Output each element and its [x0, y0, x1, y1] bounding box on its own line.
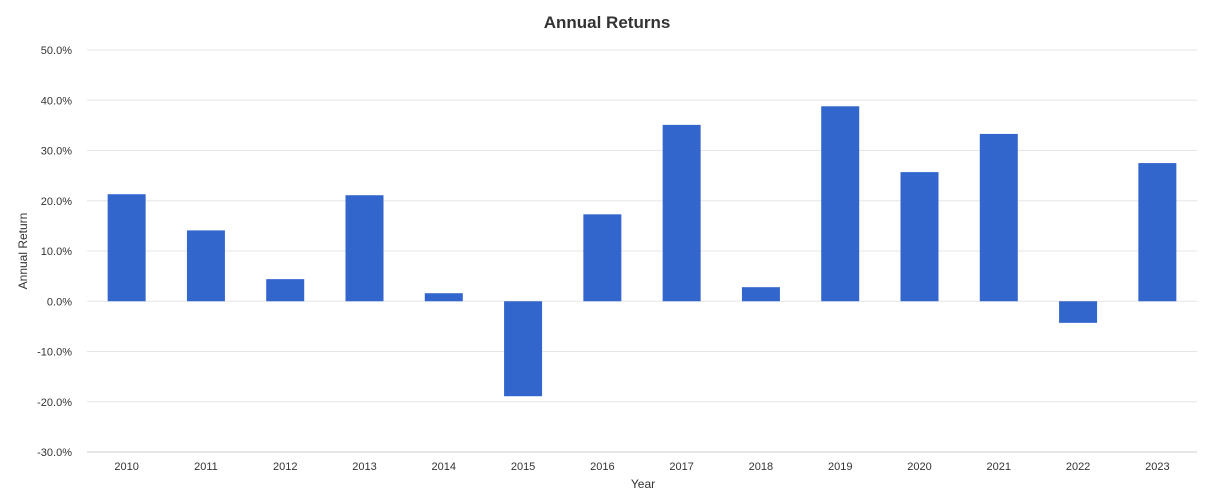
bar-2017[interactable]: [662, 124, 701, 302]
y-tick-label: -10.0%: [37, 347, 72, 359]
bar-2019[interactable]: [821, 106, 860, 302]
y-tick-label: 40.0%: [41, 95, 72, 107]
bar-2015[interactable]: [504, 301, 543, 397]
x-tick-label: 2010: [114, 461, 138, 473]
gridlines: [87, 49, 1197, 453]
bar-2011[interactable]: [186, 230, 225, 302]
x-tick-label: 2019: [828, 461, 852, 473]
bars: [107, 106, 1177, 397]
bar-2020[interactable]: [900, 172, 939, 302]
x-tick-label: 2016: [590, 461, 614, 473]
x-tick-label: 2021: [987, 461, 1011, 473]
y-tick-label: 20.0%: [41, 196, 72, 208]
bar-2023[interactable]: [1138, 163, 1177, 302]
y-tick-label: 0.0%: [47, 296, 72, 308]
bar-2014[interactable]: [424, 293, 463, 302]
bar-2022[interactable]: [1059, 301, 1098, 323]
y-tick-label: -30.0%: [37, 447, 72, 459]
bar-2010[interactable]: [107, 194, 146, 302]
bar-2021[interactable]: [979, 133, 1018, 302]
y-tick-labels: 50.0% 40.0% 30.0% 20.0% 10.0% 0.0% -10.0% -20.0…: [37, 45, 72, 459]
y-axis-title: Annual Return: [16, 213, 30, 290]
x-axis-title: Year: [631, 477, 655, 491]
bar-2018[interactable]: [741, 287, 780, 302]
x-tick-label: 2011: [194, 461, 218, 473]
x-tick-label: 2022: [1066, 461, 1090, 473]
x-tick-label: 2013: [352, 461, 376, 473]
bar-2016[interactable]: [583, 214, 622, 302]
x-tick-label: 2023: [1145, 461, 1169, 473]
bar-2012[interactable]: [266, 279, 305, 302]
bar-2013[interactable]: [345, 195, 384, 302]
x-tick-label: 2018: [749, 461, 773, 473]
x-tick-labels: 2010 2011 2012 2013 2014 2015 2016 2017 2018 2019…: [114, 461, 1169, 473]
y-tick-label: 10.0%: [41, 246, 72, 258]
x-tick-label: 2014: [432, 461, 456, 473]
x-tick-label: 2020: [907, 461, 931, 473]
y-tick-label: 50.0%: [41, 45, 72, 57]
x-tick-label: 2012: [273, 461, 297, 473]
chart-title: Annual Returns: [544, 13, 671, 32]
x-tick-label: 2015: [511, 461, 535, 473]
y-tick-label: -20.0%: [37, 397, 72, 409]
y-tick-label: 30.0%: [41, 146, 72, 158]
x-tick-label: 2017: [669, 461, 693, 473]
